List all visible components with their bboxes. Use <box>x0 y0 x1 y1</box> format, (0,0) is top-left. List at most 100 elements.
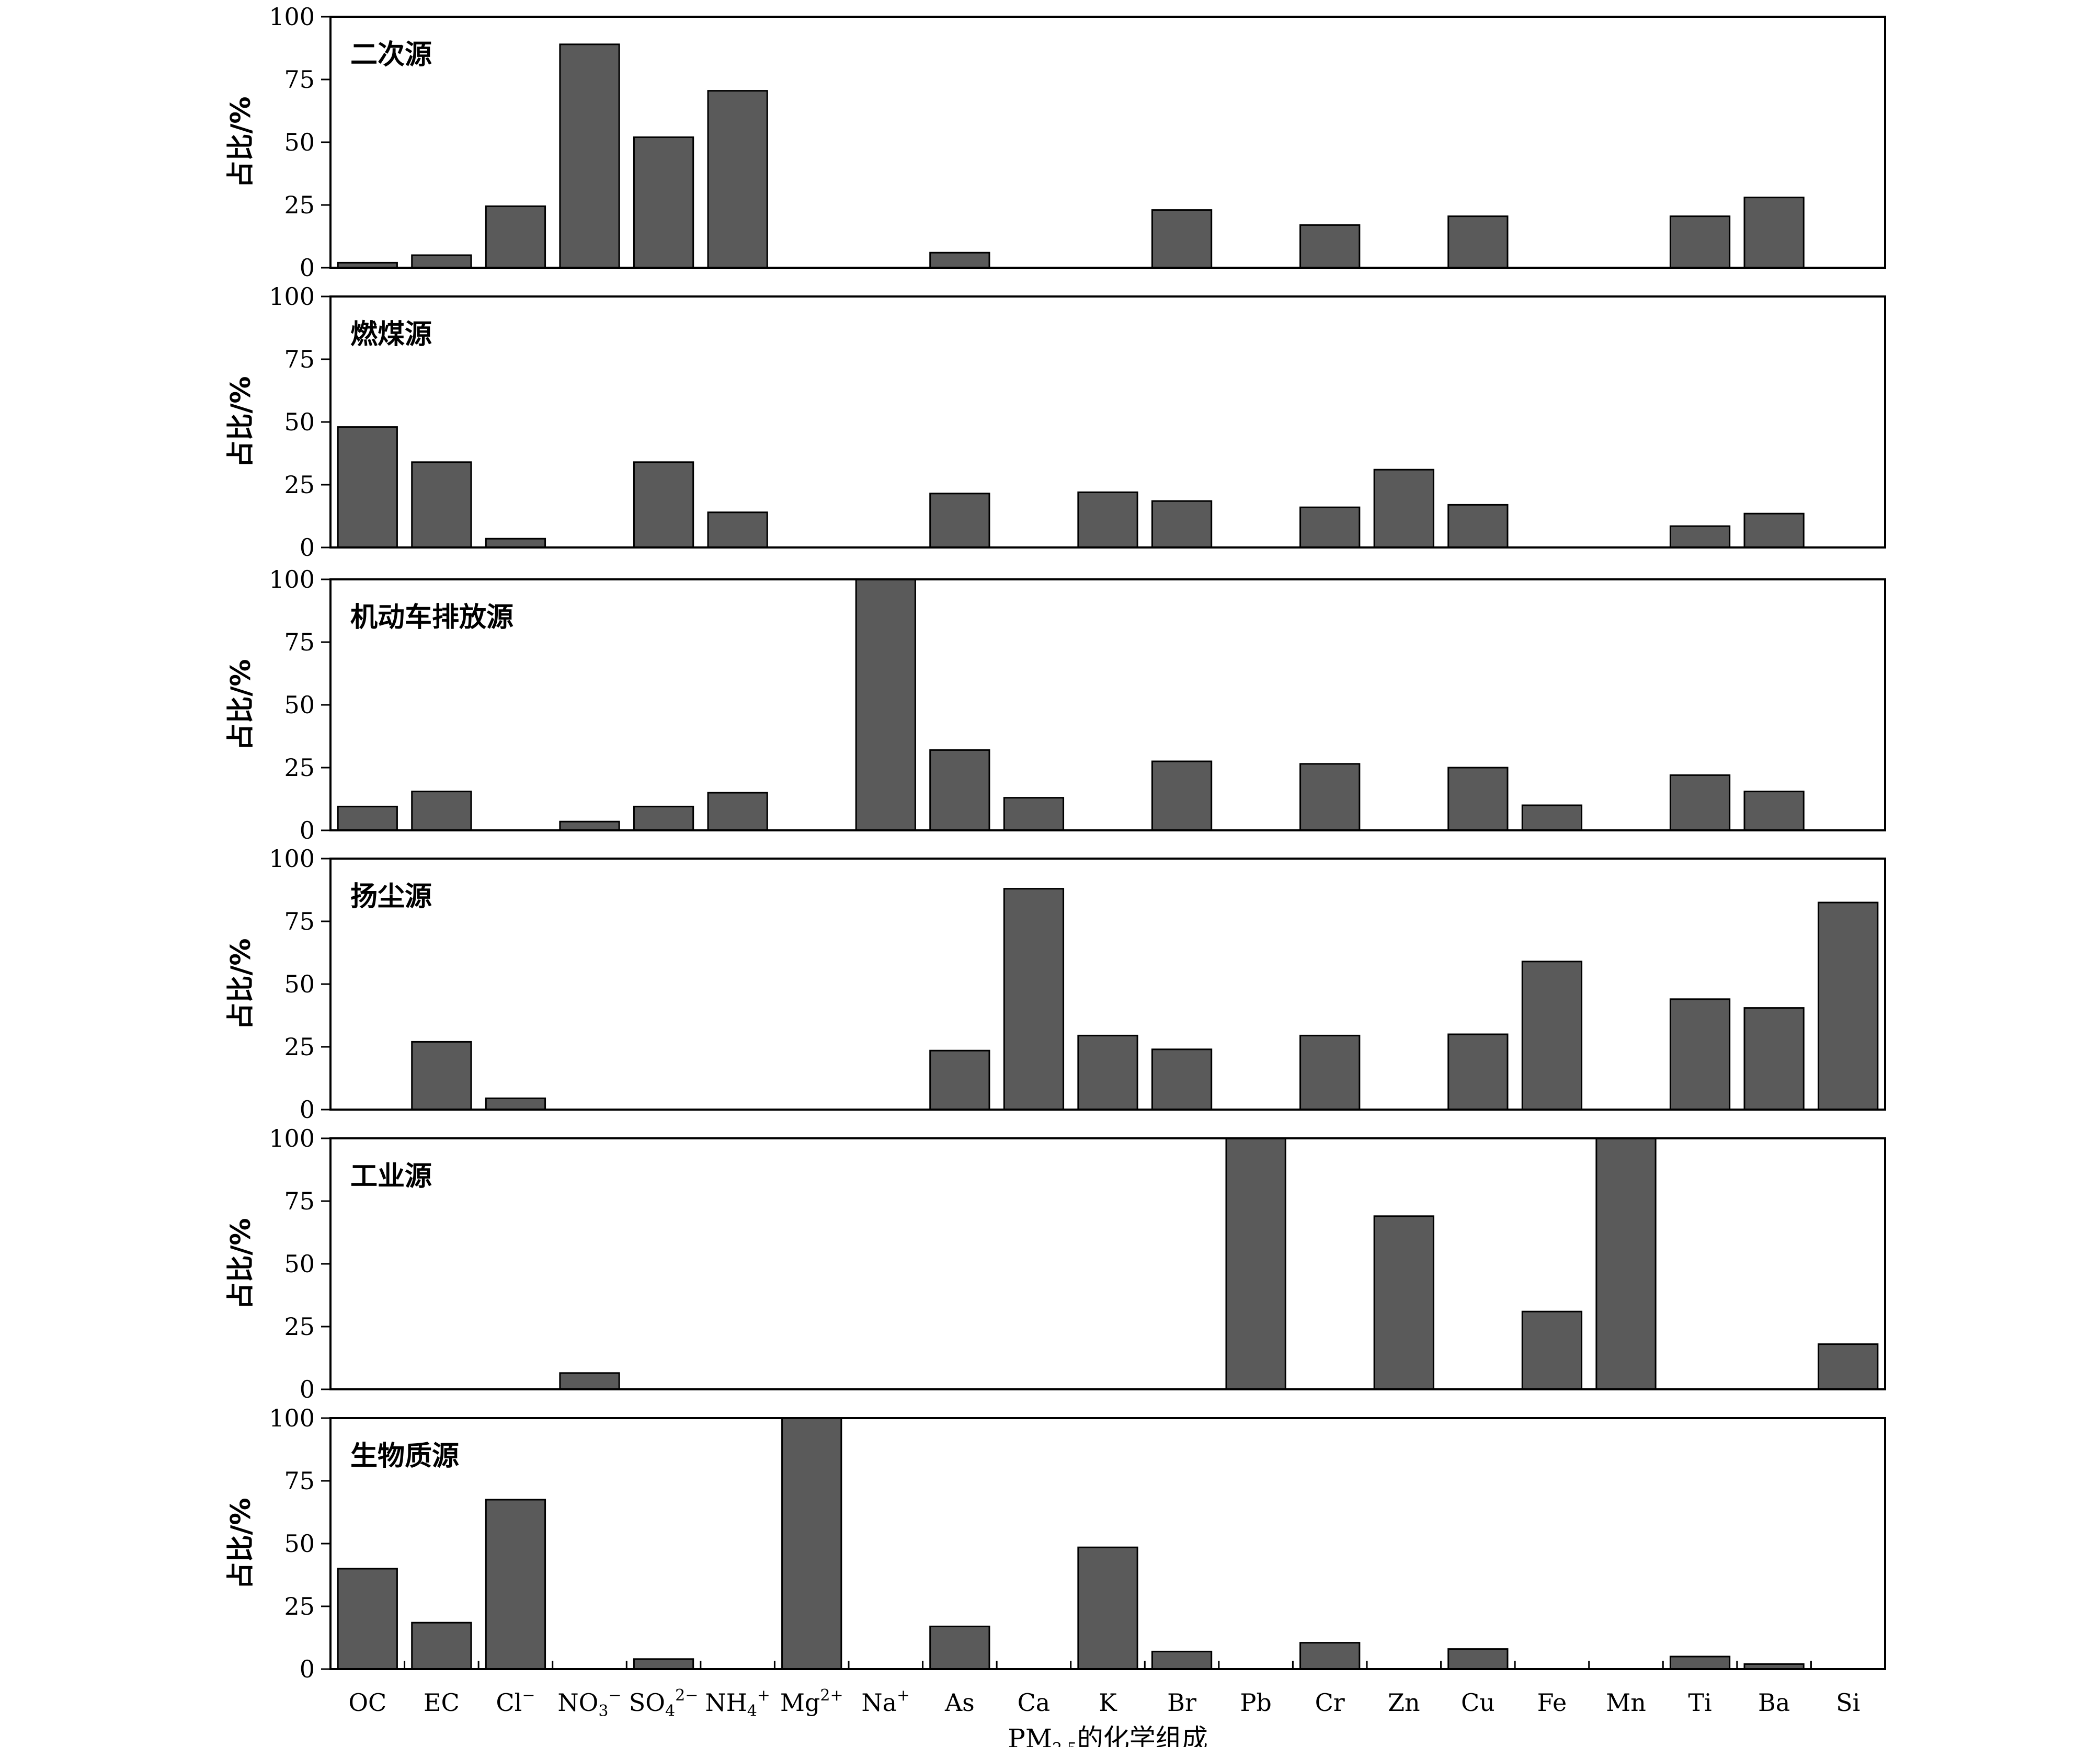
x-tick-label: Br <box>1167 1688 1196 1717</box>
y-tick-label: 25 <box>284 1312 315 1341</box>
bar <box>1743 512 1805 549</box>
bar <box>781 1417 842 1670</box>
x-tick-label: OC <box>348 1688 386 1717</box>
bar <box>633 805 694 831</box>
bar <box>707 792 768 831</box>
x-tick-label: SO42− <box>629 1686 699 1720</box>
y-axis-label: 占比/% <box>225 659 257 750</box>
panel-title: 扬尘源 <box>350 881 432 912</box>
y-tick-label: 25 <box>284 1592 315 1620</box>
bar <box>1669 1655 1731 1670</box>
panel-title: 生物质源 <box>350 1441 459 1472</box>
y-axis-label: 占比/% <box>225 376 257 467</box>
bar <box>411 461 472 549</box>
bar <box>411 1041 472 1111</box>
bar <box>1373 1215 1434 1390</box>
panel-3: 0 25 50 75 100 占比/% 扬尘源 <box>225 844 1886 1124</box>
y-axis-label: 占比/% <box>225 938 257 1030</box>
y-axis-label: 占比/% <box>225 1498 257 1589</box>
x-tick-label: Cu <box>1461 1688 1495 1717</box>
bar <box>1151 209 1213 269</box>
bar <box>485 1499 546 1670</box>
bar <box>1447 1033 1509 1111</box>
bar <box>1595 1137 1657 1390</box>
bar <box>929 749 990 831</box>
bar <box>1521 961 1583 1111</box>
panel-frame <box>329 578 1886 831</box>
bar <box>1818 1343 1879 1390</box>
x-tick-label: Cl− <box>496 1686 535 1717</box>
x-tick-label: Mn <box>1606 1688 1646 1717</box>
y-tick-label: 100 <box>269 565 315 593</box>
bar <box>485 1097 546 1111</box>
x-tick-label: EC <box>424 1688 460 1717</box>
y-tick-label: 0 <box>300 816 315 844</box>
y-tick-label: 75 <box>284 345 315 373</box>
panel-title: 二次源 <box>350 39 432 71</box>
bar <box>929 1625 990 1670</box>
panel-title: 机动车排放源 <box>350 602 513 633</box>
panel-5: 0 25 50 75 100 占比/% 生物质源 <box>225 1404 1886 1683</box>
bar <box>633 461 694 549</box>
bar <box>1373 469 1434 549</box>
bar <box>1743 791 1805 831</box>
bar <box>929 252 990 269</box>
bar <box>855 578 916 831</box>
x-axis-label: PM2.5的化学组成 <box>1008 1723 1208 1747</box>
x-tick-label: K <box>1099 1688 1117 1717</box>
y-tick-label: 100 <box>269 3 315 31</box>
bar <box>559 43 620 269</box>
x-tick-label: Si <box>1836 1688 1860 1717</box>
bar <box>411 791 472 831</box>
bar <box>559 820 620 831</box>
bar <box>1077 1034 1138 1111</box>
x-tick-label: Mg2+ <box>780 1686 843 1717</box>
y-tick-label: 100 <box>269 1404 315 1432</box>
y-tick-label: 0 <box>300 1095 315 1124</box>
bar <box>1151 760 1213 831</box>
bar <box>1669 525 1731 549</box>
bar <box>1003 797 1065 831</box>
y-tick-label: 25 <box>284 471 315 499</box>
bar <box>559 1372 620 1390</box>
bar <box>485 205 546 269</box>
bar <box>411 1622 472 1670</box>
y-tick-label: 100 <box>269 282 315 311</box>
bar <box>1299 763 1361 831</box>
panel-1: 0 25 50 75 100 占比/% 燃煤源 <box>225 282 1886 562</box>
y-tick-label: 0 <box>300 1655 315 1683</box>
bar <box>1521 1310 1583 1390</box>
y-tick-label: 50 <box>284 1250 315 1278</box>
y-tick-label: 100 <box>269 1124 315 1152</box>
x-tick-label: Ti <box>1688 1688 1711 1717</box>
bar <box>1225 1137 1286 1390</box>
bar <box>929 1049 990 1111</box>
bar <box>1151 1650 1213 1670</box>
bar <box>1447 215 1509 269</box>
y-tick-label: 25 <box>284 191 315 219</box>
x-tick-label: NO3− <box>557 1686 621 1720</box>
bar <box>337 1568 398 1670</box>
bar <box>1151 1048 1213 1111</box>
bar <box>1299 224 1361 269</box>
bar <box>707 511 768 549</box>
bar <box>1299 1034 1361 1111</box>
bar <box>1299 1642 1361 1670</box>
y-tick-label: 0 <box>300 1375 315 1403</box>
x-tick-label: NH4+ <box>705 1686 770 1720</box>
bar <box>1818 901 1879 1111</box>
panel-title: 工业源 <box>350 1161 432 1192</box>
x-tick-label: Fe <box>1537 1688 1567 1717</box>
panel-2: 0 25 50 75 100 占比/% 机动车排放源 <box>225 565 1886 844</box>
y-tick-label: 50 <box>284 970 315 998</box>
bar <box>633 1658 694 1670</box>
y-tick-label: 25 <box>284 1033 315 1061</box>
panel-0: 0 25 50 75 100 占比/% 二次源 <box>225 3 1886 282</box>
y-tick-label: 75 <box>284 65 315 94</box>
bar <box>1077 1546 1138 1670</box>
x-tick-label: Na+ <box>861 1686 910 1717</box>
y-tick-label: 75 <box>284 1187 315 1215</box>
bar <box>1077 491 1138 549</box>
bar <box>1299 506 1361 549</box>
